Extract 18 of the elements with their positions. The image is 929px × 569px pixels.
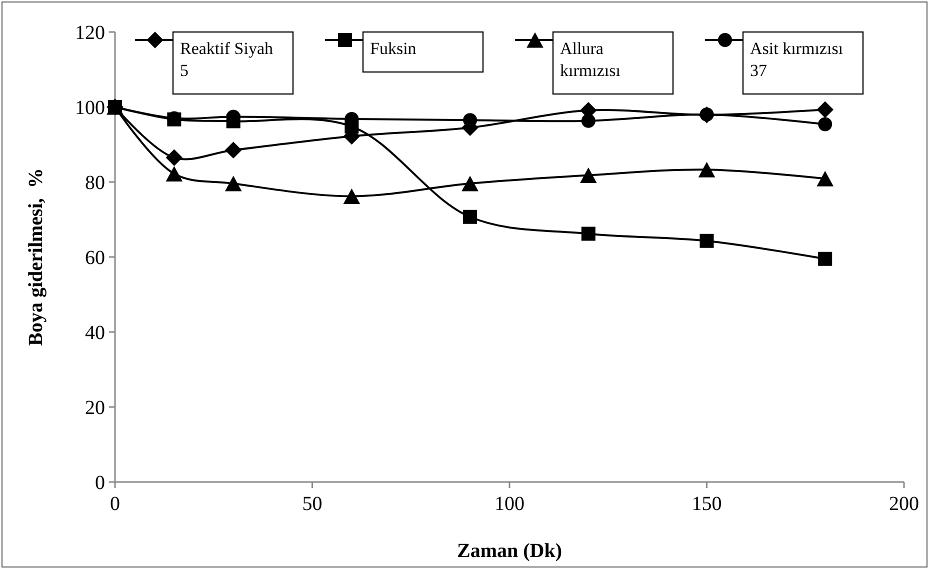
x-tick-label: 100 [494,493,524,515]
y-tick-label: 80 [85,172,105,194]
x-tick-label: 150 [692,493,722,515]
y-tick-label: 20 [85,397,105,419]
legend-label: Asit kırmızısı 37 [750,39,844,80]
y-tick-label: 0 [95,472,105,494]
y-axis-title: Boya giderilmesi, % [25,168,47,346]
x-axis-title: Zaman (Dk) [456,540,562,562]
y-tick-label: 40 [85,322,105,344]
y-tick-label: 100 [75,97,105,119]
legend-label: Fuksin [370,39,417,58]
legend-label: Allura kırmızısı [560,39,621,80]
legend-label: Reaktif Siyah 5 [180,39,274,80]
y-tick-label: 60 [85,247,105,269]
y-tick-label: 120 [75,22,105,44]
x-tick-label: 0 [110,493,120,515]
x-tick-label: 50 [302,493,322,515]
x-tick-label: 200 [889,493,919,515]
